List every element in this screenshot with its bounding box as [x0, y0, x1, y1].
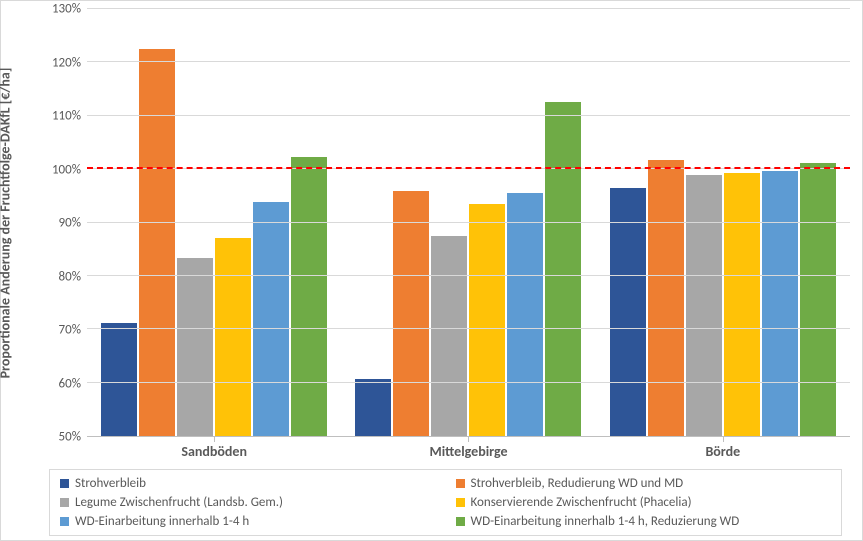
legend-item: Strohverbleib: [60, 476, 436, 491]
legend-label: Konservierende Zwischenfrucht (Phacelia): [471, 495, 692, 510]
gridline: [87, 115, 850, 116]
y-tick-label: 90%: [59, 216, 81, 231]
bar: [393, 191, 429, 436]
bar: [545, 102, 581, 436]
legend-item: Strohverbleib, Redudierung WD und MD: [456, 476, 832, 491]
y-tick-label: 60%: [59, 376, 81, 391]
bar-group: [87, 9, 341, 436]
chart-frame: Proportionale Änderung der Fruchtfolge-D…: [0, 0, 863, 541]
category-tick: [723, 436, 724, 442]
category-tick: [214, 436, 215, 442]
reference-line-100: [87, 167, 850, 169]
bar: [177, 258, 213, 436]
legend-label: Strohverbleib, Redudierung WD und MD: [471, 476, 684, 491]
legend-swatch: [60, 517, 69, 526]
bar: [431, 236, 467, 436]
y-axis-label: Proportionale Änderung der Fruchtfolge-D…: [0, 68, 14, 379]
plot-area: [87, 9, 850, 437]
gridline: [87, 275, 850, 276]
y-axis-label-column: Proportionale Änderung der Fruchtfolge-D…: [9, 9, 39, 437]
bar: [139, 49, 175, 437]
bar-group: [341, 9, 595, 436]
legend: Strohverbleib Strohverbleib, Redudierung …: [49, 469, 842, 536]
legend-item: Legume Zwischenfrucht (Landsb. Gem.): [60, 495, 436, 510]
legend-swatch: [456, 517, 465, 526]
bar: [724, 173, 760, 436]
legend-swatch: [456, 479, 465, 488]
bar: [762, 171, 798, 436]
bar: [507, 193, 543, 436]
bar: [355, 379, 391, 436]
legend-item: WD-Einarbeitung innerhalb 1-4 h, Reduzie…: [456, 514, 832, 529]
legend-swatch: [456, 498, 465, 507]
bar-group: [596, 9, 850, 436]
legend-label: Strohverbleib: [75, 476, 146, 491]
bar: [648, 160, 684, 436]
y-tick-label: 120%: [52, 55, 81, 70]
gridline: [87, 328, 850, 329]
bar: [610, 188, 646, 436]
y-tick-label: 70%: [59, 323, 81, 338]
legend-swatch: [60, 498, 69, 507]
gridline: [87, 61, 850, 62]
legend-swatch: [60, 479, 69, 488]
bar: [686, 175, 722, 436]
legend-item: WD-Einarbeitung innerhalb 1-4 h: [60, 514, 436, 529]
legend-label: Legume Zwischenfrucht (Landsb. Gem.): [75, 495, 283, 510]
gridline: [87, 222, 850, 223]
y-tick-label: 50%: [59, 430, 81, 445]
y-axis-ticks: 50%60%70%80%90%100%110%120%130%: [39, 9, 87, 437]
legend-label: WD-Einarbeitung innerhalb 1-4 h: [75, 514, 249, 529]
y-tick-label: 110%: [52, 109, 81, 124]
y-tick-label: 100%: [52, 162, 81, 177]
bar: [215, 238, 251, 436]
gridline: [87, 382, 850, 383]
bar: [800, 163, 836, 436]
y-tick-label: 80%: [59, 269, 81, 284]
bar: [101, 323, 137, 436]
plot-row: Proportionale Änderung der Fruchtfolge-D…: [9, 9, 850, 437]
bar: [253, 202, 289, 436]
bar: [469, 204, 505, 436]
bar-groups: [87, 9, 850, 436]
bar: [291, 157, 327, 436]
y-tick-label: 130%: [52, 2, 81, 17]
legend-item: Konservierende Zwischenfrucht (Phacelia): [456, 495, 832, 510]
category-tick: [468, 436, 469, 442]
gridline: [87, 8, 850, 9]
legend-label: WD-Einarbeitung innerhalb 1-4 h, Reduzie…: [471, 514, 740, 529]
